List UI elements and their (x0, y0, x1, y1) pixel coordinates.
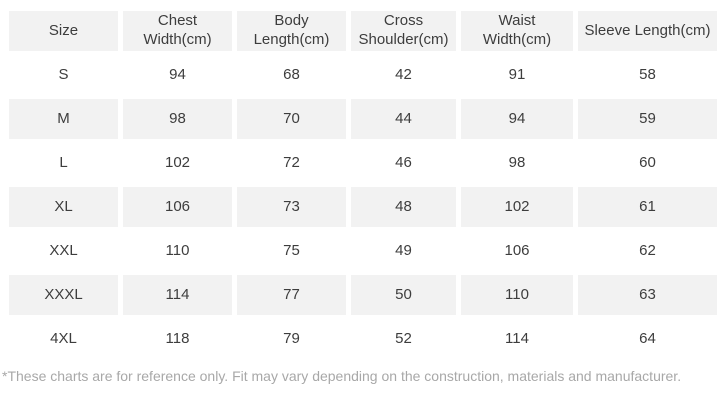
measurement-cell: 73 (237, 187, 346, 227)
footnote: *These charts are for reference only. Fi… (2, 368, 682, 384)
size-chart-table: Size Chest Width(cm) Body Length(cm) Cross … (4, 7, 722, 363)
measurement-cell: 61 (578, 187, 717, 227)
measurement-cell: 44 (351, 99, 456, 139)
size-cell: XL (9, 187, 118, 227)
measurement-cell: 68 (283, 65, 300, 83)
measurement-cell: 110 (461, 275, 573, 315)
measurement-cell: 42 (395, 65, 412, 83)
measurement-cell: 62 (639, 241, 656, 259)
measurement-cell: 106 (504, 241, 530, 259)
column-header: Chest Width(cm) (123, 11, 232, 51)
size-cell: 4XL (50, 329, 77, 347)
column-header: Cross Shoulder(cm) (351, 11, 456, 51)
measurement-cell: 58 (639, 65, 656, 83)
measurement-cell: 52 (395, 329, 412, 347)
measurement-cell: 110 (165, 241, 190, 259)
table-row: XXL 110 75 49 106 62 (9, 231, 717, 271)
measurement-cell: 102 (461, 187, 573, 227)
measurement-cell: 59 (578, 99, 717, 139)
size-cell: XXXL (9, 275, 118, 315)
measurement-cell: 60 (639, 153, 656, 171)
measurement-cell: 98 (508, 153, 526, 171)
measurement-cell: 70 (237, 99, 346, 139)
size-cell: L (59, 153, 68, 171)
measurement-cell: 79 (283, 329, 300, 347)
measurement-cell: 48 (351, 187, 456, 227)
measurement-cell: 98 (123, 99, 232, 139)
size-cell: S (58, 65, 69, 83)
measurement-cell: 118 (165, 329, 190, 347)
measurement-cell: 106 (123, 187, 232, 227)
measurement-cell: 77 (237, 275, 346, 315)
measurement-cell: 72 (283, 153, 300, 171)
table-row: M 98 70 44 94 59 (9, 99, 717, 139)
size-cell: M (9, 99, 118, 139)
measurement-cell: 64 (639, 329, 656, 347)
measurement-cell: 114 (123, 275, 232, 315)
measurement-cell: 46 (395, 153, 412, 171)
table-row: L 102 72 46 98 60 (9, 143, 717, 183)
measurement-cell: 94 (461, 99, 573, 139)
table-row: S 94 68 42 91 58 (9, 55, 717, 95)
size-chart-panel: Size Chest Width(cm) Body Length(cm) Cross … (0, 7, 726, 385)
column-header: Body Length(cm) (237, 11, 346, 51)
measurement-cell: 50 (351, 275, 456, 315)
measurement-cell: 114 (505, 329, 529, 347)
table-row: XL 106 73 48 102 61 (9, 187, 717, 227)
table-body: S 94 68 42 91 58 M 98 70 44 94 59 L 102 72 46 98 60 XL 106 7… (9, 55, 717, 359)
table-row: XXXL 114 77 50 110 63 (9, 275, 717, 315)
measurement-cell: 91 (508, 65, 526, 83)
column-header: Size (9, 11, 118, 51)
measurement-cell: 102 (164, 153, 191, 171)
size-cell: XXL (49, 241, 78, 259)
measurement-cell: 94 (169, 65, 186, 83)
column-header: Waist Width(cm) (461, 11, 573, 51)
measurement-cell: 49 (395, 241, 412, 259)
measurement-cell: 75 (283, 241, 300, 259)
table-header-row: Size Chest Width(cm) Body Length(cm) Cross … (9, 11, 717, 51)
table-row: 4XL 118 79 52 114 64 (9, 319, 717, 359)
column-header: Sleeve Length(cm) (578, 11, 717, 51)
measurement-cell: 63 (578, 275, 717, 315)
